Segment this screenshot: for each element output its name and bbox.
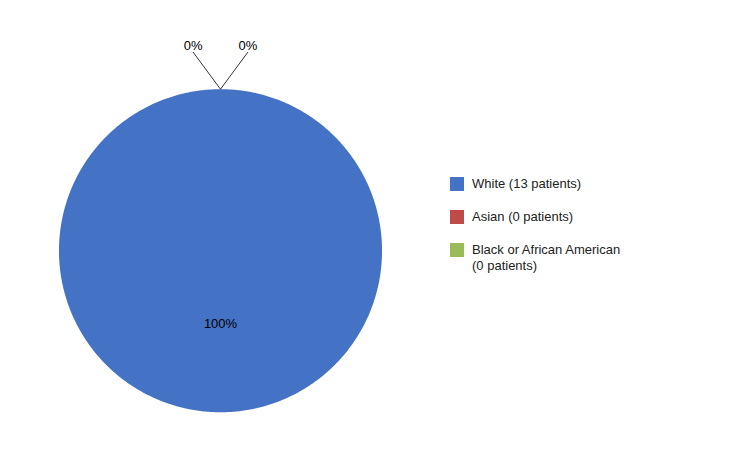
svg-text:0%: 0% <box>239 38 258 53</box>
svg-text:100%: 100% <box>204 315 238 330</box>
html-text:White (13 patients): White (13 patients) <box>472 175 582 191</box>
svg-text:0%: 0% <box>184 38 203 53</box>
html-text:Black or African American (0 p: Black or African American (0 patients) <box>472 241 621 274</box>
html-text:Asian (0 patients): Asian (0 patients) <box>472 208 574 224</box>
